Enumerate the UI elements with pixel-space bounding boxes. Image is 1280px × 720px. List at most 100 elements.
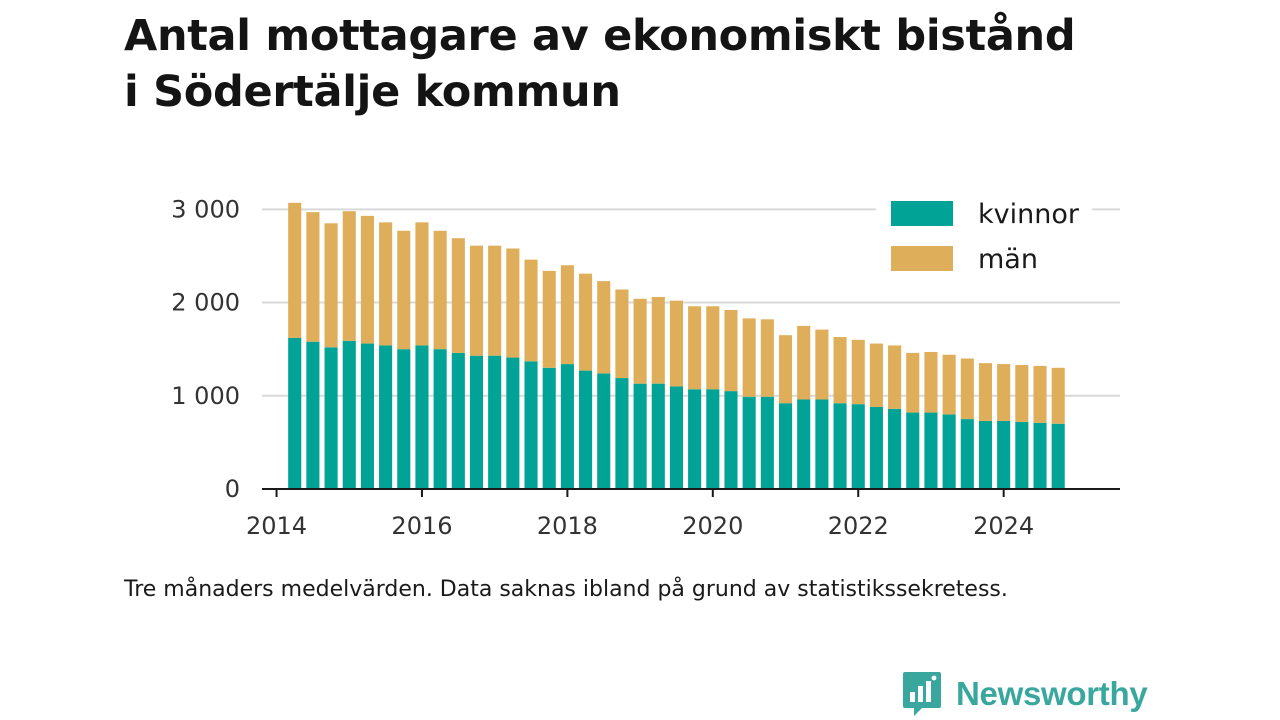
- bar-kvinnor: [451, 352, 465, 489]
- bar-kvinnor: [488, 355, 502, 489]
- y-tick-label: 1 000: [171, 382, 240, 410]
- bar-kvinnor: [688, 389, 702, 489]
- bar-kvinnor: [360, 343, 374, 489]
- bar-kvinnor: [506, 357, 520, 489]
- bar-kvinnor: [651, 383, 665, 489]
- bar-kvinnor: [706, 389, 720, 489]
- x-tick-label: 2024: [973, 512, 1034, 540]
- bar-man: [415, 222, 429, 346]
- bar-man: [288, 202, 302, 338]
- bar-kvinnor: [415, 345, 429, 489]
- bar-kvinnor: [833, 403, 847, 489]
- bar-man: [506, 248, 520, 358]
- bar-man: [851, 339, 865, 405]
- bar-kvinnor: [1033, 422, 1047, 489]
- bar-man: [342, 211, 356, 341]
- bar-kvinnor: [978, 420, 993, 489]
- bar-man: [397, 230, 411, 350]
- bar-kvinnor: [669, 386, 684, 489]
- y-tick-label: 2 000: [171, 289, 240, 317]
- bar-man: [797, 325, 811, 400]
- legend-label-background: [972, 195, 1092, 235]
- legend-label: kvinnor: [978, 199, 1080, 230]
- bar-man: [688, 306, 702, 390]
- bar-man: [760, 319, 774, 397]
- bar-kvinnor: [815, 399, 829, 489]
- bar-kvinnor: [724, 391, 738, 489]
- bar-kvinnor: [524, 361, 538, 489]
- bar-man: [1033, 365, 1047, 423]
- bar-kvinnor: [579, 370, 593, 489]
- bar-man: [997, 364, 1011, 421]
- bar-man: [615, 289, 629, 379]
- bar-man: [960, 358, 974, 420]
- bar-man: [542, 270, 556, 368]
- bar-kvinnor: [342, 340, 356, 489]
- bar-man: [924, 351, 938, 413]
- bar-kvinnor: [1015, 421, 1029, 489]
- bar-man: [778, 335, 793, 404]
- bar-man: [669, 300, 684, 387]
- bar-man: [360, 215, 374, 344]
- bar-man: [978, 363, 993, 421]
- footnote: Tre månaders medelvärden. Data saknas ib…: [124, 577, 1008, 602]
- bar-kvinnor: [433, 349, 447, 489]
- bar-kvinnor: [324, 347, 338, 489]
- x-tick-label: 2016: [391, 512, 452, 540]
- bar-man: [379, 222, 393, 346]
- bar-kvinnor: [960, 419, 974, 489]
- bar-kvinnor: [560, 364, 574, 489]
- bar-man: [869, 343, 883, 407]
- legend-swatch: [891, 246, 953, 271]
- x-tick-label: 2020: [682, 512, 743, 540]
- bar-kvinnor: [942, 414, 956, 489]
- legend-label: män: [978, 244, 1038, 275]
- bar-man: [706, 306, 720, 390]
- legend-swatch: [891, 201, 953, 226]
- bar-man: [1015, 365, 1029, 422]
- bar-man: [906, 352, 920, 413]
- bars: [288, 202, 1065, 489]
- bar-kvinnor: [742, 396, 756, 489]
- bar-kvinnor: [906, 412, 920, 489]
- bar-kvinnor: [469, 355, 484, 489]
- bar-kvinnor: [615, 378, 629, 489]
- chart-title-line-1: Antal mottagare av ekonomiskt bistånd: [124, 11, 1076, 61]
- x-tick-label: 2014: [246, 512, 307, 540]
- bar-kvinnor: [288, 337, 302, 489]
- axes: 0 1 000 2 000 3 000 2014 2016 2018 2020 2022 2024: [171, 195, 1120, 540]
- bar-kvinnor: [542, 367, 556, 489]
- bar-man: [433, 230, 447, 350]
- bar-man: [524, 259, 538, 362]
- bar-kvinnor: [778, 403, 793, 489]
- bar-man: [306, 212, 320, 342]
- bar-man: [560, 265, 574, 365]
- brand-logo: Newsworthy: [902, 670, 1148, 718]
- bar-man: [451, 238, 465, 353]
- bar-kvinnor: [633, 383, 647, 489]
- bar-man: [324, 223, 338, 348]
- y-tick-label: 0: [225, 475, 240, 503]
- chart-title: Antal mottagare av ekonomiskt bistånd i …: [124, 8, 1224, 120]
- bar-man: [651, 296, 665, 384]
- legend: kvinnor män: [876, 195, 1092, 280]
- legend-label-background: [972, 240, 1092, 280]
- bar-kvinnor: [1051, 423, 1065, 489]
- y-tick-label: 3 000: [171, 195, 240, 223]
- bar-man: [888, 345, 902, 409]
- bar-man: [633, 298, 647, 384]
- bar-kvinnor: [397, 349, 411, 489]
- bar-kvinnor: [760, 396, 774, 489]
- bar-kvinnor: [851, 404, 865, 489]
- x-tick-label: 2018: [537, 512, 598, 540]
- bar-man: [597, 281, 611, 374]
- bar-kvinnor: [888, 408, 902, 489]
- bar-man: [724, 310, 738, 392]
- brand-name: Newsworthy: [956, 675, 1148, 712]
- bar-kvinnor: [379, 345, 393, 489]
- bar-kvinnor: [306, 341, 320, 489]
- bar-man: [1051, 367, 1065, 424]
- bar-kvinnor: [797, 399, 811, 489]
- chart-title-line-2: i Södertälje kommun: [124, 67, 621, 117]
- bar-man: [488, 245, 502, 356]
